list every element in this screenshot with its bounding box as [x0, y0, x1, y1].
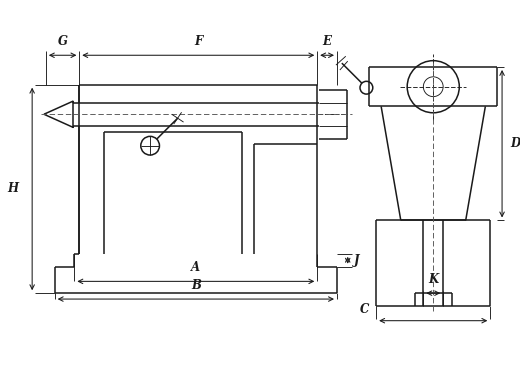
- Text: A: A: [191, 261, 200, 275]
- Text: G: G: [58, 35, 68, 48]
- Text: B: B: [191, 279, 201, 292]
- Text: F: F: [194, 35, 202, 48]
- Text: J: J: [354, 254, 359, 267]
- Text: H: H: [7, 182, 18, 195]
- Text: D: D: [510, 137, 520, 150]
- Text: C: C: [360, 303, 369, 316]
- Text: K: K: [428, 273, 438, 286]
- Text: E: E: [322, 35, 332, 48]
